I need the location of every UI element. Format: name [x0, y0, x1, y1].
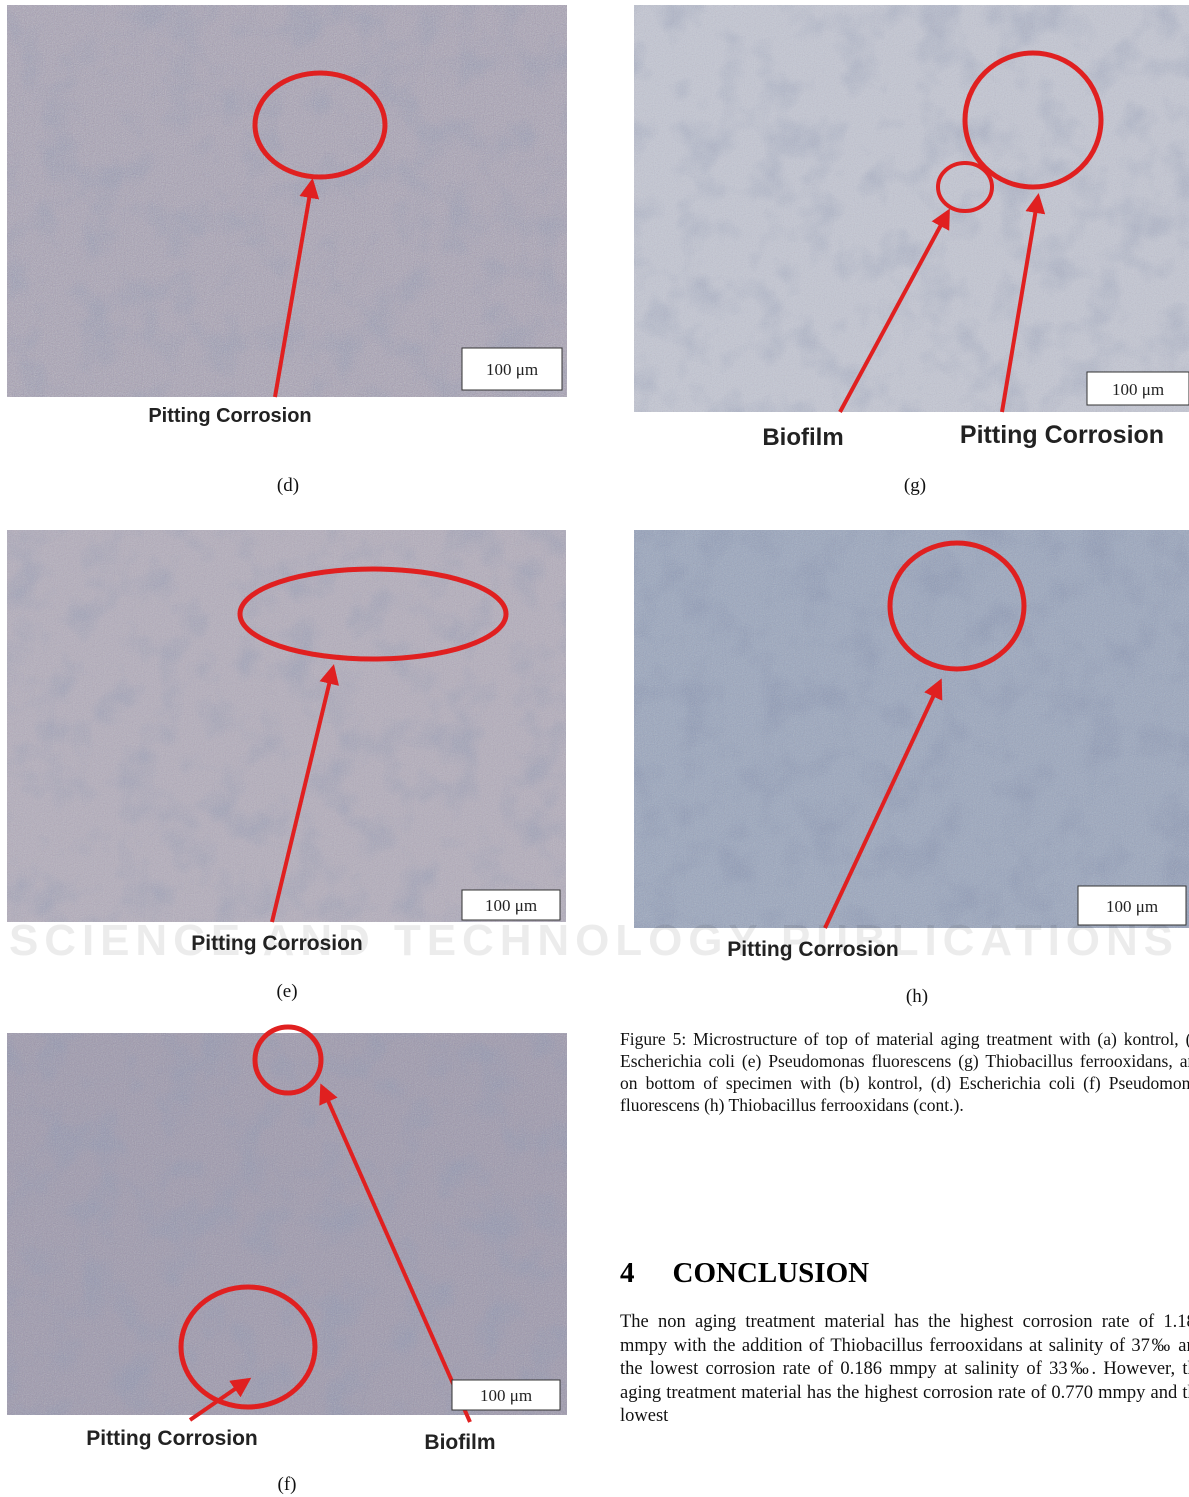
panel-label: (g)	[904, 475, 926, 496]
figure-caption: Figure 5: Microstructure of top of mater…	[620, 1028, 1189, 1116]
scale-label: 100 μm	[1112, 380, 1164, 399]
panel-label: (d)	[277, 475, 299, 496]
scale-label: 100 μm	[485, 896, 537, 915]
section-number: 4	[620, 1257, 635, 1289]
annotation: Pitting Corrosion	[191, 932, 363, 955]
watermark: SCIENCE AND TECHNOLOGY PUBLICATIONS	[9, 916, 1179, 965]
scale-label: 100 μm	[480, 1386, 532, 1405]
panel-label: (f)	[278, 1474, 297, 1495]
section-text: The non aging treatment material has the…	[620, 1311, 1189, 1429]
figure: 100 μm Pitting Corrosion (d) 100 μm Biof…	[0, 0, 1189, 1497]
section-heading: 4 CONCLUSION	[620, 1257, 869, 1290]
annotation: Pitting Corrosion	[148, 405, 311, 427]
panel-label: (h)	[906, 986, 928, 1007]
annotation: Biofilm	[424, 1431, 495, 1454]
annotation: Pitting Corrosion	[960, 421, 1164, 449]
panel-label: (e)	[276, 981, 297, 1002]
panel-g: 100 μm Biofilm Pitting Corrosion (g)	[634, 5, 1189, 496]
annotation: Biofilm	[762, 424, 843, 451]
panel-d: 100 μm Pitting Corrosion (d)	[7, 5, 567, 496]
annotation: Pitting Corrosion	[86, 1427, 258, 1450]
page: 100 μm Pitting Corrosion (d) 100 μm Biof…	[0, 0, 1189, 1497]
scale-label: 100 μm	[1106, 897, 1158, 916]
panel-f: 100 μm Pitting Corrosion Biofilm (f)	[7, 1027, 567, 1495]
scale-label: 100 μm	[486, 360, 538, 379]
section-title: CONCLUSION	[673, 1257, 870, 1289]
annotation: Pitting Corrosion	[727, 938, 899, 961]
